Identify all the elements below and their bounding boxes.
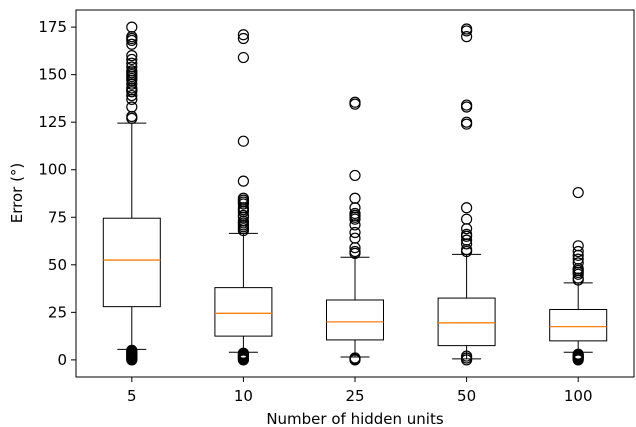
y-tick-label: 75	[48, 208, 67, 226]
outlier-point	[237, 32, 249, 45]
outlier-point	[461, 23, 473, 35]
outlier-point	[126, 101, 138, 113]
outlier-point	[572, 240, 584, 252]
outlier-point	[126, 344, 138, 356]
outlier-point	[461, 228, 473, 240]
box-iqr	[214, 287, 273, 337]
y-tick-label: 125	[38, 113, 67, 131]
x-axis-label: Number of hidden units	[266, 410, 444, 427]
outlier-point	[461, 234, 473, 246]
outlier-point	[461, 223, 473, 235]
y-axis-label: Error (°)	[8, 163, 26, 224]
y-tick-label: 150	[38, 66, 67, 84]
plot-marks	[102, 21, 608, 366]
outlier-point	[349, 169, 361, 182]
outlier-point	[126, 65, 138, 77]
outlier-point	[126, 61, 138, 73]
box-group-10	[214, 29, 273, 366]
outlier-point	[461, 116, 473, 128]
outlier-point	[237, 209, 249, 221]
outlier-point	[572, 257, 584, 269]
outlier-point	[461, 213, 473, 225]
x-tick-label: 25	[345, 387, 364, 405]
outlier-point	[349, 207, 361, 220]
box-group-25	[326, 96, 384, 366]
box-iqr	[437, 297, 496, 347]
box-group-100	[549, 186, 608, 366]
outlier-point	[126, 89, 138, 102]
x-tick-label: 5	[127, 387, 137, 405]
outlier-point	[126, 50, 138, 62]
box-group-50	[437, 23, 496, 366]
outlier-point	[126, 57, 138, 69]
box-iqr	[326, 299, 384, 341]
outlier-point	[461, 350, 473, 362]
outlier-point	[349, 352, 361, 364]
y-axis: 0 25 50 75 100 125 150 175	[38, 18, 76, 369]
y-tick-label: 175	[38, 18, 67, 36]
outlier-point	[237, 29, 249, 41]
y-tick-label: 100	[38, 161, 67, 179]
x-tick-label: 50	[457, 387, 476, 405]
outlier-point	[349, 192, 361, 204]
x-axis: 5 10 25 50 100	[127, 377, 593, 405]
outlier-point	[237, 135, 249, 147]
y-tick-label: 25	[48, 303, 67, 321]
outlier-point	[572, 348, 584, 360]
outlier-point	[349, 226, 361, 239]
outlier-point	[126, 21, 138, 33]
outlier-point	[237, 51, 249, 64]
outlier-point	[461, 202, 473, 214]
outlier-point	[572, 245, 584, 258]
outlier-point	[572, 253, 584, 265]
outlier-point	[237, 192, 249, 204]
box-group-5	[102, 21, 161, 366]
outlier-point	[349, 96, 361, 108]
y-tick-label: 50	[48, 256, 67, 274]
outlier-point	[237, 175, 249, 187]
outlier-point	[126, 38, 138, 50]
box-iqr	[102, 217, 161, 308]
y-tick-label: 0	[57, 351, 67, 369]
outlier-point	[461, 99, 473, 111]
outlier-point	[572, 186, 584, 199]
outlier-point	[349, 232, 361, 244]
x-tick-label: 10	[234, 387, 253, 405]
outlier-point	[349, 202, 361, 214]
outlier-point	[237, 347, 249, 359]
outlier-point	[461, 31, 473, 43]
outlier-point	[126, 53, 138, 66]
x-tick-label: 100	[564, 387, 593, 405]
box-iqr	[549, 308, 608, 342]
outlier-point	[349, 245, 361, 258]
